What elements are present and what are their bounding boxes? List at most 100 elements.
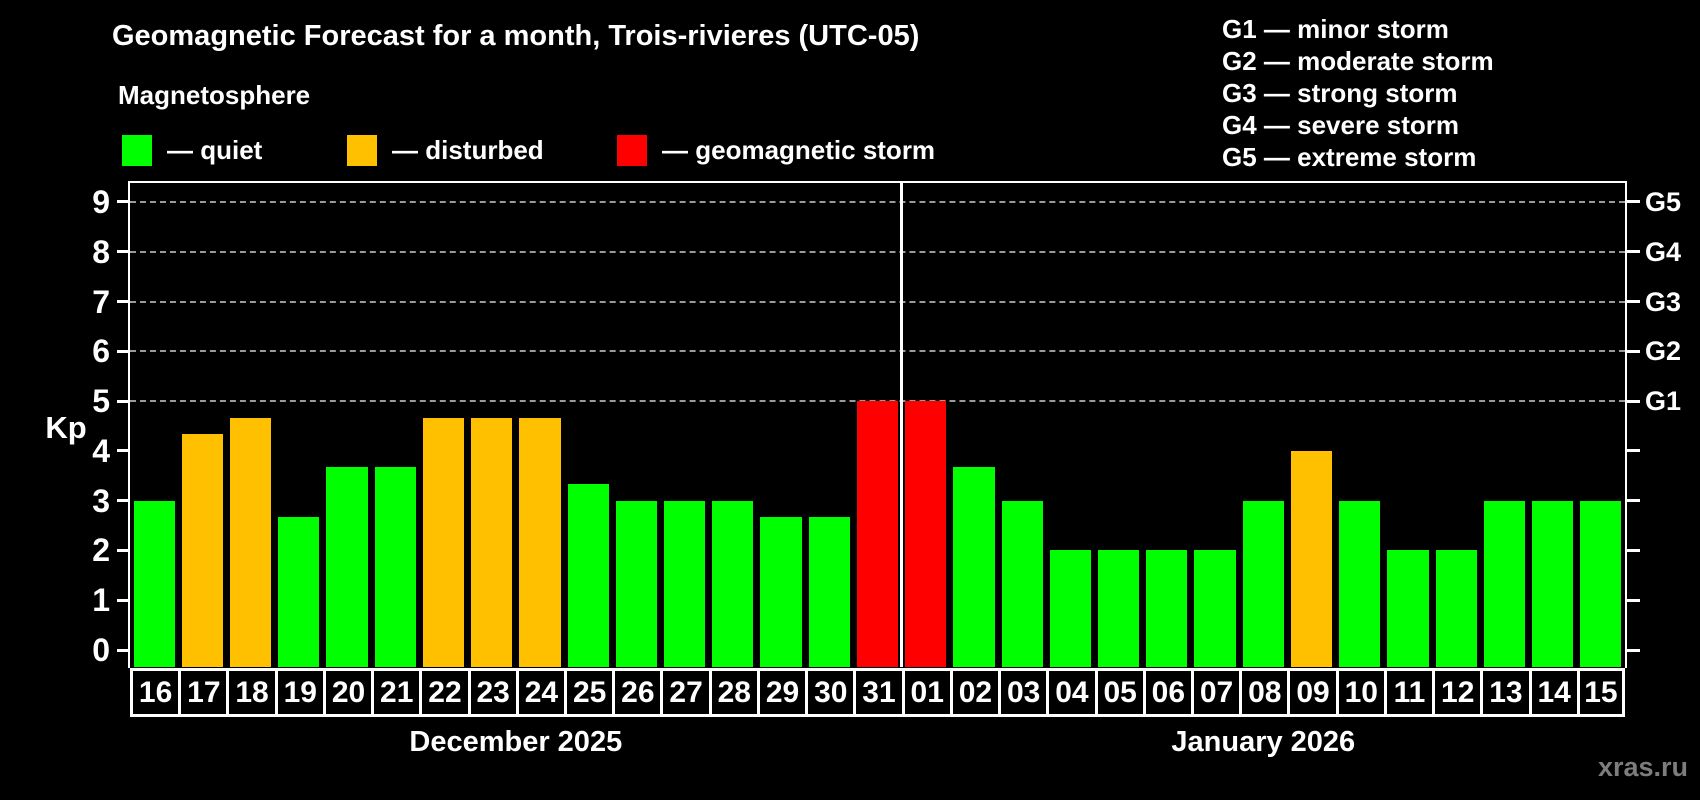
bar-day-23	[471, 417, 513, 667]
bar-day-30	[808, 517, 850, 667]
disturbed-color-swatch	[347, 134, 377, 166]
bar-day-14	[1532, 500, 1574, 667]
y-tick-label-9: 9	[92, 183, 110, 220]
g5-legend-line: G5 — extreme storm	[1222, 142, 1477, 172]
watermark: xras.ru	[1597, 752, 1688, 782]
bar-day-15	[1580, 500, 1622, 667]
day-label-29: 29	[756, 668, 809, 717]
y-tick-label-2: 2	[92, 532, 110, 569]
day-label-25: 25	[564, 668, 616, 717]
day-label-16: 16	[130, 668, 182, 717]
bar-day-16	[133, 500, 175, 667]
day-label-21: 21	[371, 668, 423, 717]
bar-day-24	[519, 417, 561, 667]
right-axis-label-g3: G3	[1645, 286, 1682, 317]
right-tick-kp-6	[1627, 349, 1640, 353]
month-label-january: January 2026	[1171, 726, 1356, 758]
right-tick-kp-9	[1627, 200, 1640, 204]
day-label-02: 02	[949, 668, 1002, 717]
y-tick-label-5: 5	[92, 383, 110, 420]
g2-legend-line: G2 — moderate storm	[1222, 46, 1494, 76]
day-label-03: 03	[998, 668, 1050, 717]
left-tick-kp-2	[117, 548, 130, 552]
left-tick-kp-6	[117, 349, 130, 353]
month-label-december: December 2025	[409, 726, 623, 758]
right-tick-kp-0	[1627, 648, 1640, 652]
right-tick-kp-4	[1627, 449, 1640, 453]
right-tick-kp-5	[1627, 399, 1640, 403]
quiet-color-swatch	[122, 134, 152, 166]
bar-day-29	[760, 517, 802, 667]
day-label-08: 08	[1239, 668, 1291, 717]
bar-day-18	[229, 417, 272, 667]
day-label-14: 14	[1528, 668, 1580, 717]
right-tick-kp-3	[1627, 499, 1640, 503]
plot-area-border	[128, 181, 1627, 668]
day-label-11: 11	[1383, 668, 1436, 717]
left-tick-kp-9	[117, 200, 130, 204]
day-label-05: 05	[1094, 668, 1146, 717]
day-label-31: 31	[853, 668, 905, 717]
legend-label-storm: — geomagnetic storm	[662, 134, 936, 165]
y-tick-label-1: 1	[92, 582, 110, 619]
left-tick-kp-5	[117, 399, 130, 403]
day-label-22: 22	[419, 668, 471, 717]
right-tick-kp-2	[1627, 548, 1640, 552]
gridline-kp-8	[130, 250, 1625, 253]
y-tick-label-8: 8	[92, 233, 110, 270]
bar-day-13	[1483, 500, 1526, 667]
day-label-27: 27	[660, 668, 712, 717]
bar-day-05	[1098, 550, 1140, 667]
day-label-26: 26	[612, 668, 664, 717]
day-label-30: 30	[805, 668, 857, 717]
chart-subtitle: Magnetosphere	[118, 80, 311, 110]
day-label-23: 23	[467, 668, 519, 717]
bar-day-20	[326, 467, 368, 667]
bar-day-01	[905, 401, 947, 667]
legend-label-disturbed: — disturbed	[392, 134, 544, 165]
y-tick-label-3: 3	[92, 482, 110, 519]
legend-item-disturbed: — disturbed	[347, 133, 544, 167]
day-label-15: 15	[1576, 668, 1625, 717]
y-tick-label-0: 0	[92, 632, 110, 668]
day-label-07: 07	[1190, 668, 1243, 717]
gridline-kp-6	[130, 350, 1625, 353]
day-label-01: 01	[901, 668, 953, 717]
bar-day-07	[1194, 550, 1236, 667]
bar-day-02	[953, 467, 995, 667]
bar-day-31	[856, 401, 899, 667]
left-tick-kp-4	[117, 449, 130, 453]
right-tick-kp-8	[1627, 250, 1640, 254]
legend-item-storm: — geomagnetic storm	[617, 133, 935, 167]
g1-legend-line: G1 — minor storm	[1222, 14, 1449, 44]
g-scale-legend: G1 — minor storm G2 — moderate storm G3 …	[1222, 13, 1494, 173]
day-label-20: 20	[322, 668, 375, 717]
bar-day-06	[1146, 550, 1188, 667]
left-tick-kp-7	[117, 300, 130, 304]
day-label-06: 06	[1142, 668, 1194, 717]
day-label-17: 17	[178, 668, 230, 717]
day-label-28: 28	[708, 668, 760, 717]
day-label-18: 18	[226, 668, 278, 717]
bar-day-09	[1290, 450, 1333, 667]
left-tick-kp-8	[117, 250, 130, 254]
day-label-12: 12	[1432, 668, 1484, 717]
bar-day-22	[422, 417, 465, 667]
g4-legend-line: G4 — severe storm	[1222, 110, 1460, 140]
legend-label-quiet: — quiet	[167, 134, 263, 165]
day-label-13: 13	[1480, 668, 1532, 717]
right-tick-kp-7	[1627, 300, 1640, 304]
bar-day-08	[1242, 500, 1284, 667]
day-label-09: 09	[1287, 668, 1339, 717]
gridline-kp-9	[130, 200, 1625, 203]
bar-day-25	[567, 484, 609, 667]
gridline-kp-7	[130, 300, 1625, 303]
page-title: Geomagnetic Forecast for a month, Trois-…	[112, 20, 920, 52]
legend-item-quiet: — quiet	[122, 133, 262, 167]
bar-day-21	[374, 467, 416, 667]
left-tick-kp-0	[117, 648, 130, 652]
y-axis-label: Kp	[45, 410, 87, 445]
right-tick-kp-1	[1627, 598, 1640, 602]
storm-color-swatch	[617, 134, 647, 166]
